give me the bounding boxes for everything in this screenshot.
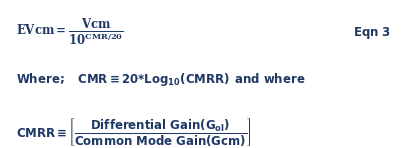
Text: $\mathbf{CMRR \equiv \left[\dfrac{Differential\ Gain(G_{ol})}{Common\ Mode\ Gain: $\mathbf{CMRR \equiv \left[\dfrac{Differ…: [16, 116, 252, 148]
Text: $\mathbf{Where{;}\quad CMR \equiv 20{*}Log_{10}(CMRR)\enspace and\ where}$: $\mathbf{Where{;}\quad CMR \equiv 20{*}L…: [16, 71, 306, 88]
Text: $\mathbf{Eqn\ 3}$: $\mathbf{Eqn\ 3}$: [353, 25, 391, 41]
Text: $\mathdefault{EVcm{=}}\dfrac{\mathdefault{Vcm}}{\mathdefault{10}^{\mathdefault{C: $\mathdefault{EVcm{=}}\dfrac{\mathdefaul…: [16, 18, 124, 47]
